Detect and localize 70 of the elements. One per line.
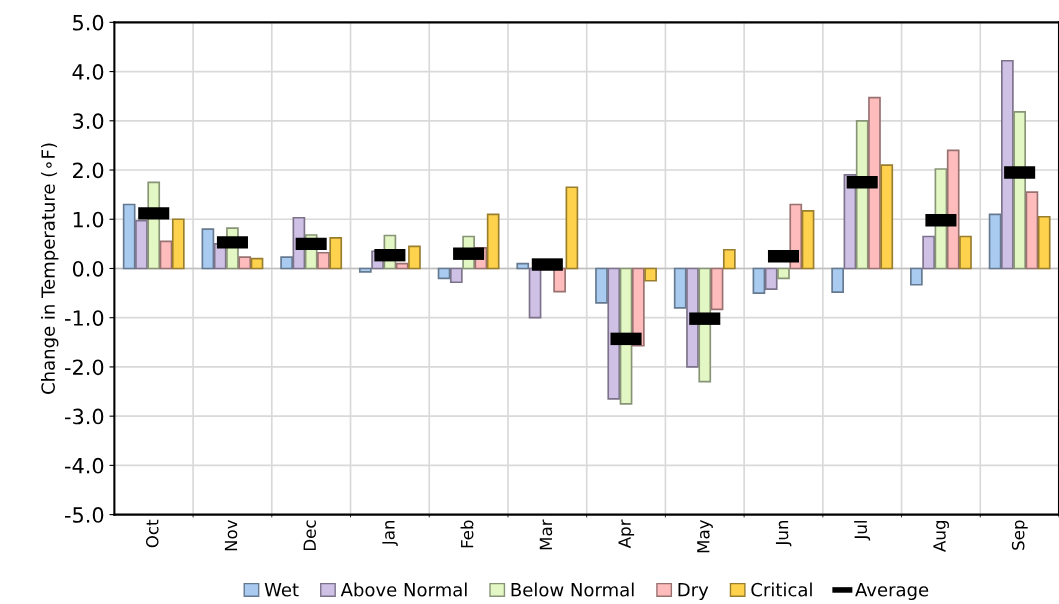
x-tick-label: Jun [775, 520, 792, 547]
x-tick-label: Jul [854, 521, 871, 541]
bar [317, 251, 330, 270]
bar [673, 267, 687, 309]
x-tick-label: Feb [460, 520, 474, 548]
legend-label: Dry [678, 583, 709, 601]
bar [171, 218, 185, 270]
bar [565, 186, 579, 270]
x-tick-label: Apr [618, 519, 635, 549]
x-tick-label: Sep [1011, 520, 1028, 550]
y-tick-label: 0.0 [72, 260, 104, 277]
bar [250, 257, 264, 270]
x-tick-label: Oct [145, 519, 159, 548]
y-tick-label: -3.0 [65, 408, 104, 425]
y-tick-label: 5.0 [73, 14, 104, 31]
bar [135, 219, 148, 270]
bar [122, 203, 136, 270]
x-tick-label: May [697, 519, 713, 553]
bar [946, 149, 960, 270]
bar [528, 267, 542, 319]
x-tick-label: Mar [539, 519, 553, 550]
y-tick-label: -5.0 [65, 507, 104, 523]
bar [910, 267, 923, 286]
bar [437, 267, 451, 280]
bar [201, 228, 215, 270]
bar [595, 267, 608, 304]
bar [1037, 215, 1051, 270]
x-tick-label: Aug [933, 520, 949, 552]
bar [408, 245, 421, 270]
bar [831, 267, 845, 293]
y-tick-label: 3.0 [73, 113, 104, 130]
bar [1013, 111, 1027, 270]
bar [722, 248, 736, 270]
x-tick-label: Jan [382, 520, 398, 547]
bar [752, 267, 766, 294]
bar [868, 96, 881, 270]
x-tick-label: Dec [303, 520, 317, 551]
legend-label: Average [855, 583, 929, 601]
bar [486, 213, 500, 270]
y-axis-title: Change in Temperature (∘F) [40, 143, 59, 394]
bar [959, 235, 972, 270]
bar [358, 267, 372, 273]
x-tick-label: Nov [224, 519, 238, 551]
bar [922, 235, 936, 270]
y-tick-label: -2.0 [65, 359, 104, 376]
bar [329, 237, 343, 270]
y-tick-label: -4.0 [65, 457, 104, 474]
bar [280, 256, 293, 270]
bar [764, 267, 778, 290]
bar [516, 262, 530, 270]
legend-label: Above Normal [340, 582, 467, 597]
bar [880, 164, 894, 270]
bar [449, 267, 463, 284]
legend-label: Critical [751, 582, 812, 597]
y-tick-label: 1.0 [73, 211, 104, 228]
bar [1025, 191, 1039, 270]
y-tick-label: 4.0 [72, 64, 104, 80]
bar [777, 267, 790, 280]
y-tick-label: -1.0 [65, 310, 104, 326]
legend-label: Wet [264, 583, 299, 597]
bar [801, 210, 815, 270]
bar [644, 267, 657, 282]
bar [238, 256, 252, 270]
y-tick-label: 2.0 [73, 162, 104, 179]
bar [159, 240, 173, 270]
legend-label: Below Normal [511, 582, 634, 597]
bar [607, 267, 621, 400]
bar [710, 267, 724, 311]
bar [1000, 59, 1014, 270]
bar [988, 213, 1002, 270]
